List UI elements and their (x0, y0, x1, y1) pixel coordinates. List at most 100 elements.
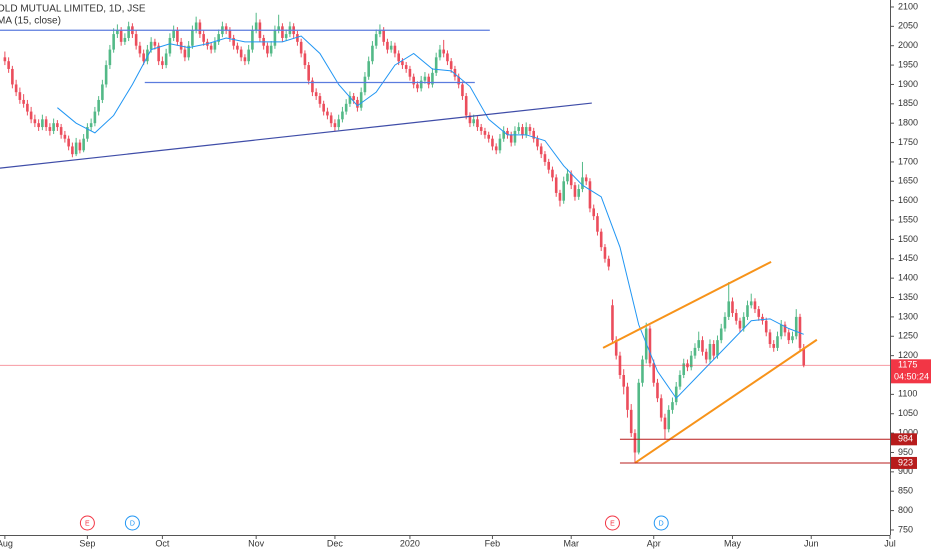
y-tick-label: 1750 (898, 137, 918, 147)
candle-body (37, 123, 40, 128)
y-tick-label: 2000 (898, 40, 918, 50)
y-tick-label: 1300 (898, 311, 918, 321)
y-tick-label: 1350 (898, 292, 918, 302)
candle-body (119, 30, 123, 42)
candle-body (371, 45, 374, 62)
candle-body (588, 181, 592, 209)
candle-body (573, 185, 577, 197)
candle-body (74, 142, 78, 155)
candle-body (449, 61, 453, 69)
moving-average (57, 35, 804, 400)
candle-body (172, 30, 175, 38)
candle-body (284, 34, 288, 38)
candle-body (251, 30, 254, 50)
y-tick-label: 1500 (898, 234, 918, 244)
event-label: E (610, 520, 615, 527)
candle-body (209, 45, 213, 50)
candle-body (348, 96, 352, 104)
y-tick-label: 800 (898, 505, 913, 515)
candle-body (731, 301, 734, 314)
y-tick-label: 2050 (898, 21, 918, 31)
candle-body (52, 123, 55, 131)
candle-body (134, 34, 138, 46)
candle-body (708, 344, 712, 360)
candle-body (337, 119, 340, 128)
candle-body (757, 309, 761, 317)
candle-body (322, 103, 325, 112)
candle-body (674, 386, 678, 403)
candle-body (14, 84, 18, 93)
y-tick-label: 1200 (898, 350, 918, 360)
candle-body (419, 80, 423, 89)
candle-body (138, 45, 142, 54)
candle-body (611, 305, 614, 341)
y-tick-label: 900 (898, 466, 913, 476)
candle-body (562, 181, 566, 201)
candle-body (164, 53, 168, 66)
candle-body (236, 45, 239, 50)
candle-body (314, 92, 318, 97)
candle-body (71, 146, 74, 155)
candle-body (543, 154, 547, 162)
event-marker (79, 515, 95, 531)
candle-body (333, 123, 337, 128)
y-tick-label: 1650 (898, 176, 918, 186)
candle-body (749, 301, 753, 306)
candle-body (168, 37, 172, 54)
candle-body (524, 127, 528, 135)
candle-body (344, 103, 348, 112)
candle-body (776, 336, 779, 348)
candle-body (599, 231, 603, 248)
candle-body (633, 433, 637, 453)
candle-body (224, 26, 228, 31)
candle-body (427, 76, 430, 85)
candle-body (791, 336, 794, 341)
candle-body (153, 41, 157, 46)
candle-body (614, 340, 618, 356)
candle-body (727, 301, 731, 317)
candle-body (254, 22, 258, 31)
y-tick-label: 1900 (898, 79, 918, 89)
candle-body (386, 41, 389, 50)
candle-body (18, 92, 22, 100)
candle-body (622, 375, 626, 387)
candle-body (266, 45, 269, 54)
candle-body (794, 316, 798, 337)
candle-body (554, 177, 558, 193)
candle-body (374, 34, 378, 46)
candle-body (479, 127, 483, 131)
candle-body (626, 386, 629, 410)
candle-body (704, 351, 708, 360)
candle-body (243, 57, 247, 62)
trend-line (634, 338, 818, 464)
candle-body (506, 130, 509, 135)
candle-body (311, 80, 314, 93)
candle-body (217, 34, 220, 42)
candle-body (367, 61, 370, 77)
candle-body (772, 344, 776, 348)
level-label: 984 (898, 434, 913, 444)
candle-body (498, 138, 502, 151)
candle-body (697, 340, 701, 348)
candle-body (547, 161, 551, 170)
last-price-label: 1175 (898, 360, 917, 370)
candle-body (761, 316, 764, 321)
indicator-label: MA (15, close) (0, 16, 61, 27)
candle-body (517, 127, 520, 131)
candle-body (191, 30, 194, 46)
candle-body (457, 76, 460, 85)
x-tick-label: May (724, 538, 742, 548)
candle-body (341, 111, 344, 120)
y-tick-label: 1000 (898, 427, 918, 437)
y-tick-label: 2100 (898, 1, 918, 11)
candle-body (228, 30, 232, 38)
candle-body (742, 316, 746, 329)
x-tick-label: Feb (485, 538, 501, 548)
candle-body (127, 26, 130, 38)
candle-body (48, 127, 52, 131)
candle-body (41, 119, 44, 128)
candle-body (723, 316, 727, 329)
candle-body (667, 409, 671, 430)
candle-body (408, 68, 412, 77)
event-marker (604, 515, 620, 531)
